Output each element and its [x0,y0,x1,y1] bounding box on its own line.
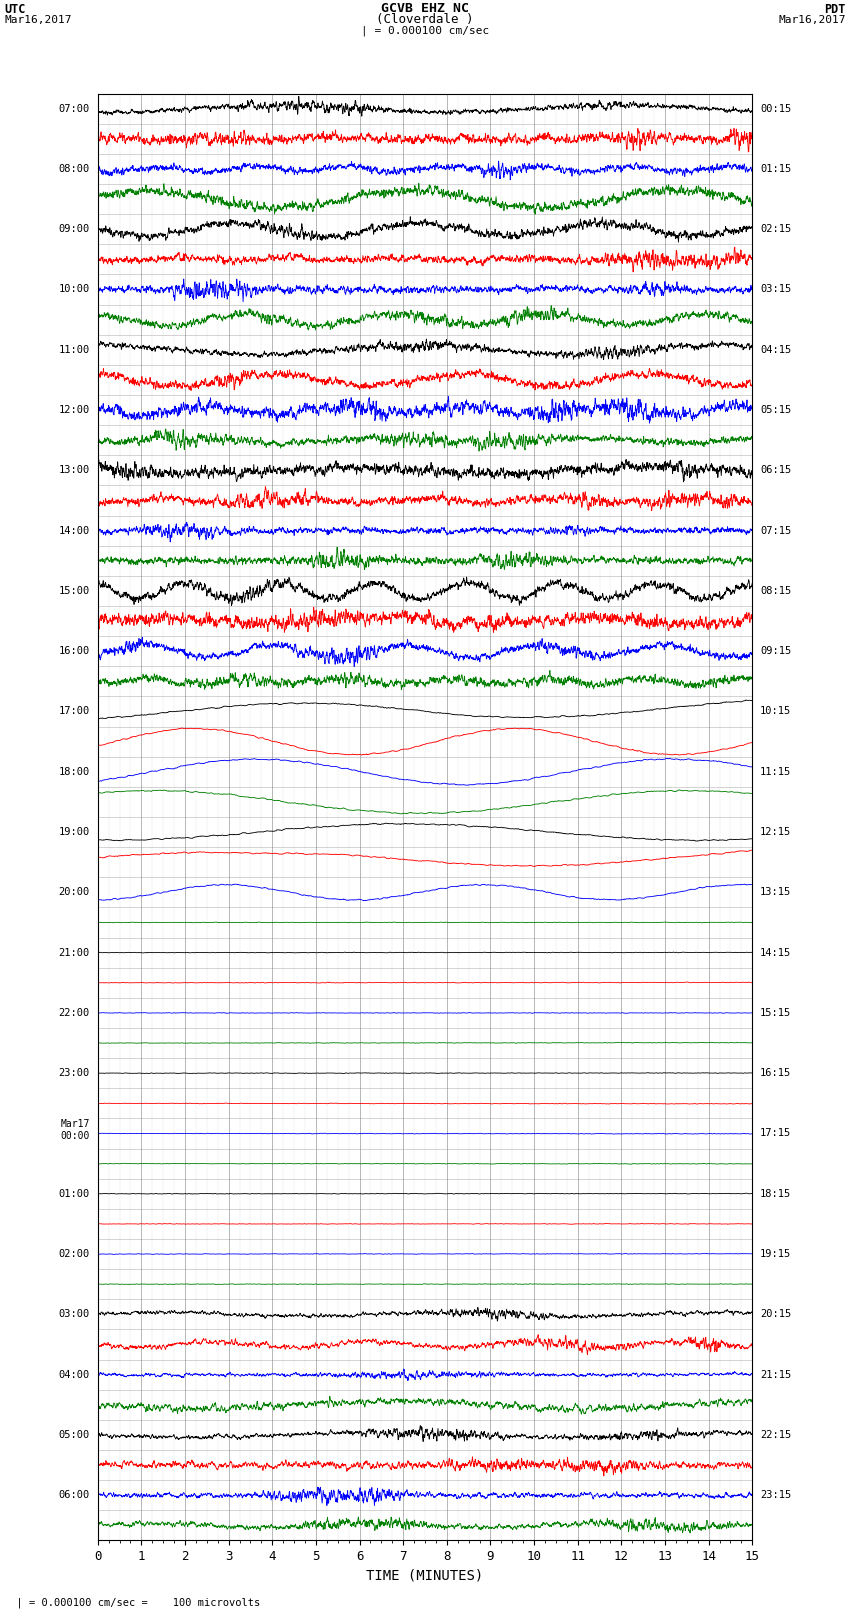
Text: (Cloverdale ): (Cloverdale ) [377,13,473,26]
Text: Mar17: Mar17 [60,1119,90,1129]
Text: 20:15: 20:15 [760,1310,791,1319]
Text: 19:00: 19:00 [59,827,90,837]
Text: 04:00: 04:00 [59,1369,90,1379]
Text: 14:15: 14:15 [760,947,791,958]
Text: 22:00: 22:00 [59,1008,90,1018]
Text: 16:00: 16:00 [59,647,90,656]
Text: GCVB EHZ NC: GCVB EHZ NC [381,2,469,15]
Text: 00:00: 00:00 [60,1131,90,1142]
Text: 14:00: 14:00 [59,526,90,536]
Text: 23:00: 23:00 [59,1068,90,1077]
Text: 05:15: 05:15 [760,405,791,415]
Text: 06:00: 06:00 [59,1490,90,1500]
Text: 08:15: 08:15 [760,586,791,595]
Text: 21:00: 21:00 [59,947,90,958]
Text: 09:00: 09:00 [59,224,90,234]
Text: 12:00: 12:00 [59,405,90,415]
Text: 12:15: 12:15 [760,827,791,837]
Text: | = 0.000100 cm/sec =    100 microvolts: | = 0.000100 cm/sec = 100 microvolts [4,1597,260,1608]
Text: 03:00: 03:00 [59,1310,90,1319]
Text: 15:00: 15:00 [59,586,90,595]
Text: 02:15: 02:15 [760,224,791,234]
Text: 18:15: 18:15 [760,1189,791,1198]
Text: 02:00: 02:00 [59,1248,90,1260]
Text: 20:00: 20:00 [59,887,90,897]
Text: 13:00: 13:00 [59,465,90,476]
Text: 17:15: 17:15 [760,1129,791,1139]
Text: 23:15: 23:15 [760,1490,791,1500]
Text: 06:15: 06:15 [760,465,791,476]
Text: 01:00: 01:00 [59,1189,90,1198]
Text: 10:00: 10:00 [59,284,90,295]
Text: 09:15: 09:15 [760,647,791,656]
Text: Mar16,2017: Mar16,2017 [4,15,71,24]
Text: Mar16,2017: Mar16,2017 [779,15,846,24]
Text: 16:15: 16:15 [760,1068,791,1077]
Text: 07:15: 07:15 [760,526,791,536]
Text: 19:15: 19:15 [760,1248,791,1260]
X-axis label: TIME (MINUTES): TIME (MINUTES) [366,1569,484,1582]
Text: 11:00: 11:00 [59,345,90,355]
Text: 22:15: 22:15 [760,1429,791,1440]
Text: UTC: UTC [4,3,26,16]
Text: 04:15: 04:15 [760,345,791,355]
Text: 05:00: 05:00 [59,1429,90,1440]
Text: 03:15: 03:15 [760,284,791,295]
Text: 10:15: 10:15 [760,706,791,716]
Text: 15:15: 15:15 [760,1008,791,1018]
Text: 07:00: 07:00 [59,103,90,113]
Text: 11:15: 11:15 [760,766,791,777]
Text: | = 0.000100 cm/sec: | = 0.000100 cm/sec [361,26,489,37]
Text: 01:15: 01:15 [760,165,791,174]
Text: 21:15: 21:15 [760,1369,791,1379]
Text: 18:00: 18:00 [59,766,90,777]
Text: 17:00: 17:00 [59,706,90,716]
Text: 13:15: 13:15 [760,887,791,897]
Text: PDT: PDT [824,3,846,16]
Text: 00:15: 00:15 [760,103,791,113]
Text: 08:00: 08:00 [59,165,90,174]
